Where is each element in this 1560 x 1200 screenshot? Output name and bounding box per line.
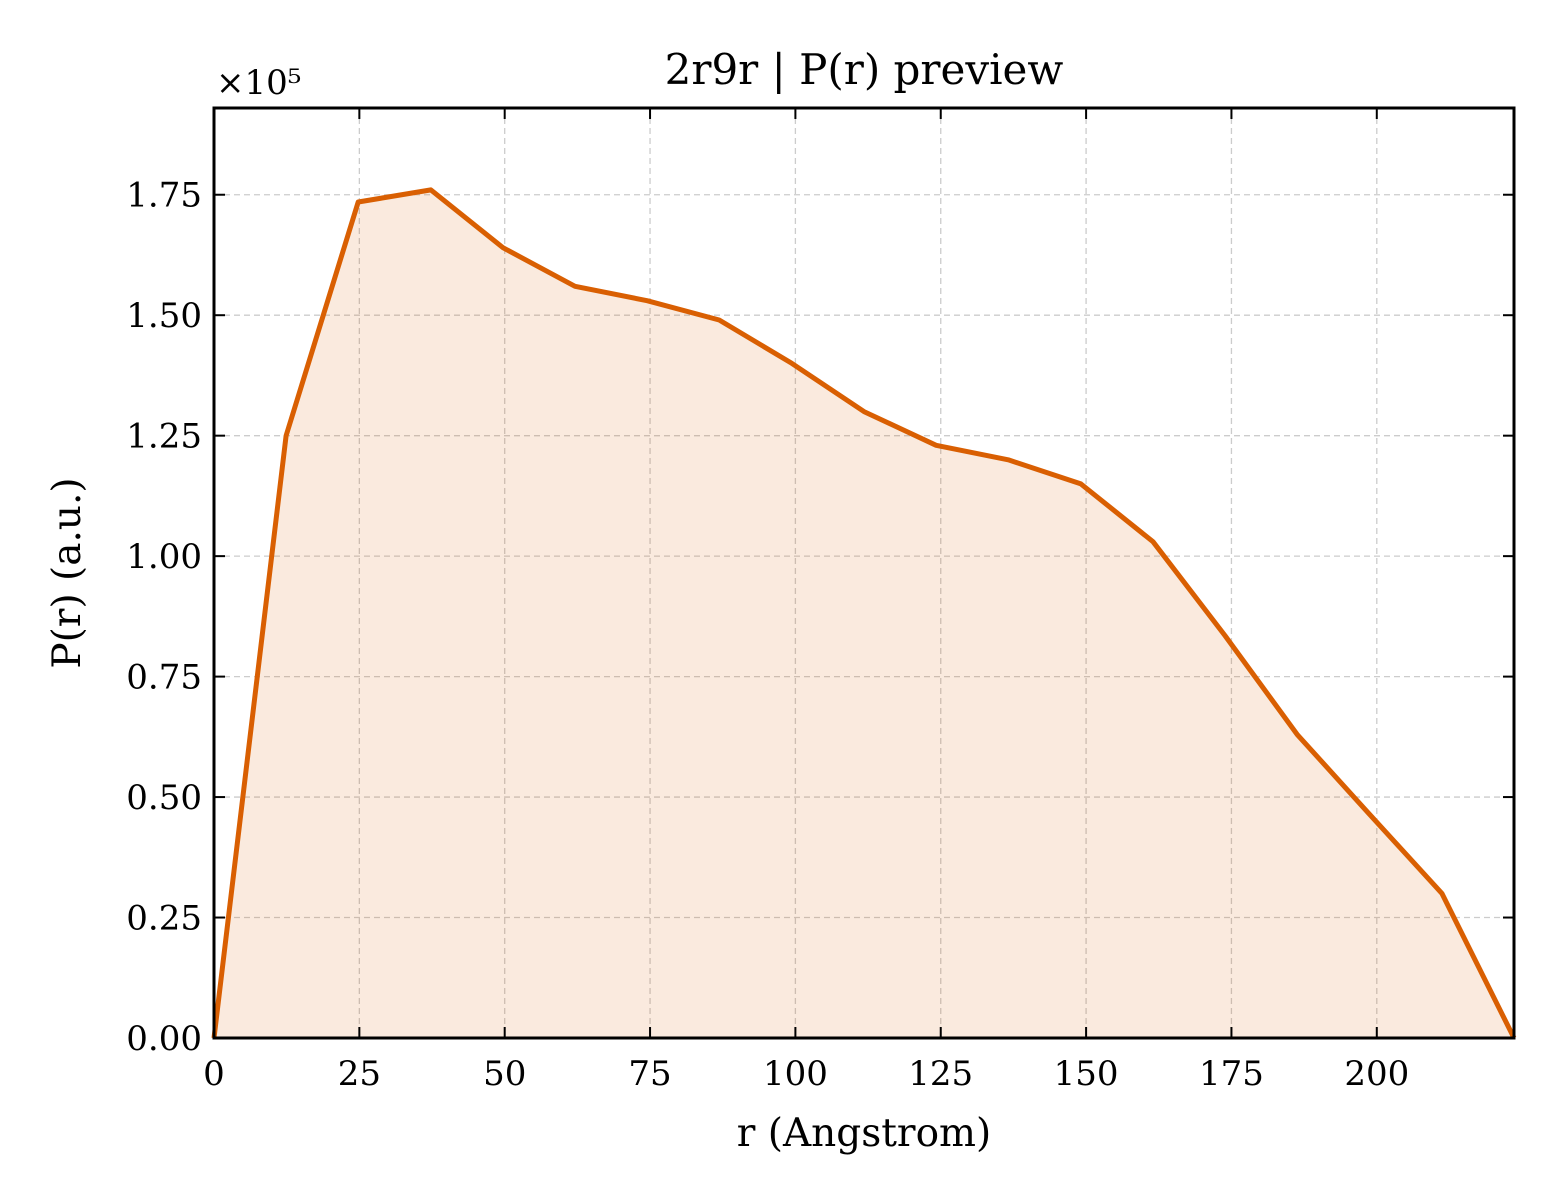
x-tick-label: 125 [908, 1054, 973, 1094]
axis-ticks: 0 25 50 75 100 125 150 175 200 0.00 0.25 0.50 0.75 1.… [126, 108, 1514, 1094]
data-point [573, 284, 578, 289]
series-line [211, 187, 1517, 1040]
data-point [1367, 811, 1372, 816]
x-tick-label: 200 [1344, 1054, 1409, 1094]
data-point [284, 433, 289, 438]
data-point [789, 361, 794, 366]
y-tick-label: 0.75 [126, 658, 202, 698]
y-tick-label: 0.25 [126, 899, 202, 939]
data-point [717, 318, 722, 323]
y-tick-label: 0.50 [126, 778, 202, 818]
x-tick-label: 150 [1054, 1054, 1119, 1094]
grid [213, 108, 1514, 1039]
data-point [645, 298, 650, 303]
y-tick-label: 1.50 [126, 296, 202, 336]
y-tick-label: 1.75 [126, 176, 202, 216]
data-point [1295, 732, 1300, 737]
x-axis-label: r (Angstrom) [737, 1111, 992, 1156]
data-point [428, 187, 433, 192]
x-tick-label: 50 [483, 1054, 526, 1094]
data-point [1078, 481, 1083, 486]
x-tick-label: 175 [1199, 1054, 1264, 1094]
data-point [1150, 539, 1155, 544]
series-area-fill [214, 189, 1514, 1038]
y-tick-label: 1.25 [126, 417, 202, 457]
data-point [1439, 891, 1444, 896]
x-tick-label: 25 [338, 1054, 381, 1094]
data-point [934, 443, 939, 448]
x-tick-label: 100 [763, 1054, 828, 1094]
data-point [1006, 457, 1011, 462]
plot-frame [212, 106, 1516, 1040]
y-tick-label: 1.00 [126, 537, 202, 577]
data-point [356, 199, 361, 204]
x-tick-label: 0 [203, 1054, 225, 1094]
y-axis-label: P(r) (a.u.) [45, 477, 90, 668]
y-tick-label: 0.00 [126, 1019, 202, 1059]
data-point [500, 245, 505, 250]
chart-title: 2r9r | P(r) preview [665, 45, 1064, 94]
y-scale-label: ×10⁵ [216, 63, 301, 103]
data-point [1223, 633, 1228, 638]
x-tick-label: 75 [628, 1054, 671, 1094]
data-point [862, 409, 867, 414]
